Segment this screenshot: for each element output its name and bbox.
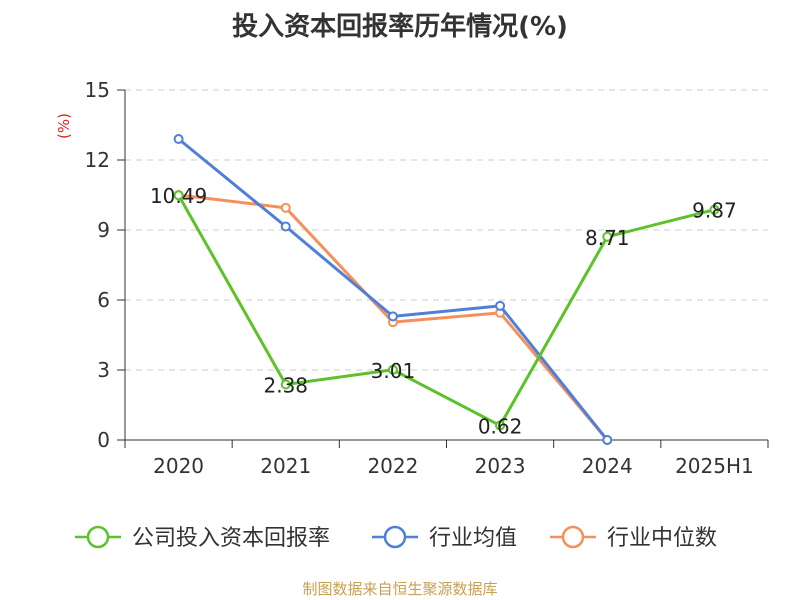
x-tick-label: 2020 bbox=[153, 454, 204, 478]
data-point bbox=[709, 204, 720, 215]
y-axis-label: (%) bbox=[55, 113, 73, 139]
legend-marker bbox=[561, 525, 585, 549]
series-line bbox=[177, 137, 609, 441]
data-point bbox=[602, 435, 613, 445]
x-tick-label: 2024 bbox=[582, 454, 633, 478]
x-tick-label: 2023 bbox=[475, 454, 526, 478]
y-tick-label: 9 bbox=[97, 218, 110, 242]
data-point bbox=[173, 134, 184, 144]
data-point bbox=[387, 364, 398, 375]
data-point bbox=[280, 379, 291, 390]
legend-marker bbox=[86, 525, 110, 549]
data-point bbox=[387, 311, 398, 322]
data-point bbox=[495, 420, 506, 431]
source-note: 制图数据来自恒生聚源数据库 bbox=[302, 580, 498, 598]
data-label: 8.71 bbox=[585, 226, 630, 250]
y-tick-label: 12 bbox=[85, 148, 110, 172]
data-label: 3.01 bbox=[371, 359, 416, 383]
y-tick-label: 6 bbox=[97, 288, 110, 312]
data-label: 0.62 bbox=[478, 415, 523, 439]
x-tick-label: 2025H1 bbox=[675, 454, 754, 478]
x-tick-label: 2022 bbox=[367, 454, 418, 478]
legend-label: 行业均值 bbox=[429, 526, 517, 551]
data-point bbox=[173, 190, 184, 201]
data-label: 10.49 bbox=[150, 184, 207, 208]
legend-marker bbox=[383, 525, 407, 549]
data-point bbox=[602, 231, 613, 242]
data-point bbox=[280, 202, 291, 213]
series-line bbox=[177, 194, 715, 428]
y-tick-label: 0 bbox=[97, 428, 110, 452]
data-point bbox=[495, 300, 506, 311]
y-tick-label: 3 bbox=[97, 358, 110, 382]
legend-label: 公司投入资本回报率 bbox=[132, 526, 330, 551]
x-tick-label: 2021 bbox=[260, 454, 311, 478]
legend-label: 行业中位数 bbox=[607, 526, 717, 551]
chart-title: 投入资本回报率历年情况(%) bbox=[232, 12, 568, 42]
data-label: 2.38 bbox=[263, 373, 308, 397]
data-point bbox=[280, 221, 291, 232]
data-label: 9.87 bbox=[692, 199, 737, 223]
y-tick-label: 15 bbox=[85, 78, 110, 102]
